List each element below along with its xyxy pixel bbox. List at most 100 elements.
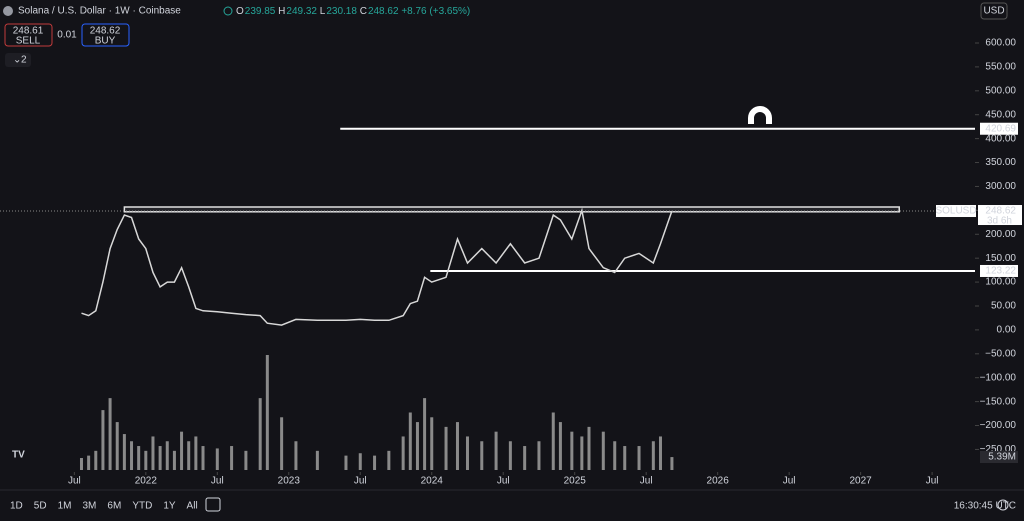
volume-bar xyxy=(570,431,574,470)
logo: TV xyxy=(12,450,25,461)
volume-bar xyxy=(180,431,184,470)
symbol-icon xyxy=(3,6,13,16)
y-tick-label: 450.00 xyxy=(985,109,1016,120)
volume-bar xyxy=(265,355,269,470)
y-tick-label: 550.00 xyxy=(985,62,1016,73)
x-tick-label: Jul xyxy=(354,476,367,487)
indicators-toggle[interactable] xyxy=(5,53,31,67)
volume-bar xyxy=(122,434,126,470)
volume-bar xyxy=(670,457,674,470)
volume-bar xyxy=(537,441,541,470)
y-tick-label: 350.00 xyxy=(985,157,1016,168)
volume-bar xyxy=(455,422,459,470)
buy-price: 248.62 xyxy=(90,26,121,37)
range-button[interactable]: 1D xyxy=(10,501,23,512)
y-tick-label: −100.00 xyxy=(980,372,1017,383)
y-tick-label: −150.00 xyxy=(980,396,1017,407)
volume-bar xyxy=(613,441,617,470)
volume-bar xyxy=(315,450,319,470)
ohlc-value: 249.32 xyxy=(286,6,317,17)
volume-bar xyxy=(87,455,91,470)
volume-bar xyxy=(158,446,162,470)
x-tick-label: Jul xyxy=(68,476,81,487)
volume-bar xyxy=(294,441,298,470)
volume-bar xyxy=(101,410,105,470)
x-tick-label: 2027 xyxy=(850,476,873,487)
volume-bar xyxy=(587,426,591,470)
range-button[interactable]: All xyxy=(187,501,198,512)
symbol-title: Solana / U.S. Dollar · 1W · Coinbase xyxy=(18,6,181,17)
resistance-zone xyxy=(123,206,900,213)
range-button[interactable]: 3M xyxy=(83,501,97,512)
volume-bar xyxy=(165,441,169,470)
settings-button[interactable] xyxy=(997,499,1009,511)
spread: 0.01 xyxy=(57,30,77,41)
status-dot xyxy=(223,6,233,16)
volume-bar xyxy=(551,412,555,470)
x-tick-label: Jul xyxy=(497,476,510,487)
sell-price: 248.61 xyxy=(13,26,44,37)
ohlc-change: +8.76 (+3.65%) xyxy=(401,6,470,17)
volume-bar xyxy=(601,431,605,470)
volume-bar xyxy=(651,441,655,470)
buy-button[interactable] xyxy=(81,23,130,47)
range-button[interactable]: 5D xyxy=(34,501,47,512)
ohlc: O239.85 H249.32 L230.18 C248.62 +8.76 (+… xyxy=(236,6,470,17)
range-button[interactable]: 1Y xyxy=(163,501,176,512)
y-tick-label: 600.00 xyxy=(985,38,1016,49)
hline-tag-bg xyxy=(980,122,1018,135)
y-tick-label: 100.00 xyxy=(985,277,1016,288)
volume-bar xyxy=(258,398,262,470)
price-axis xyxy=(976,0,1024,490)
symbol-tag: SOLUSD xyxy=(935,206,976,217)
volume-bar xyxy=(230,446,234,470)
date-range-button[interactable] xyxy=(205,497,221,512)
ohlc-value: 230.18 xyxy=(326,6,357,17)
y-tick-label: −200.00 xyxy=(980,420,1017,431)
price-tag-bg xyxy=(978,205,1022,226)
price-line xyxy=(81,207,673,326)
range-button[interactable]: 6M xyxy=(107,501,121,512)
magnet-icon xyxy=(748,106,772,124)
volume-bar xyxy=(523,446,527,470)
sell-button[interactable] xyxy=(4,23,53,47)
currency: USD xyxy=(983,6,1004,17)
x-tick-label: 2023 xyxy=(278,476,301,487)
volume-bar xyxy=(658,436,662,470)
clock: 16:30:45 UTC xyxy=(954,501,1016,512)
volume-bar xyxy=(194,436,198,470)
x-tick-label: Jul xyxy=(926,476,939,487)
volume-bar xyxy=(137,446,141,470)
y-tick-label: 400.00 xyxy=(985,133,1016,144)
volume-bar xyxy=(344,455,348,470)
volume-bar xyxy=(623,446,627,470)
hline-tag-bg xyxy=(980,264,1018,277)
volume-bar xyxy=(401,436,405,470)
x-tick-label: 2026 xyxy=(707,476,730,487)
hline-tag: 420.69 xyxy=(985,123,1016,134)
y-tick-label: 150.00 xyxy=(985,253,1016,264)
range-button[interactable]: 1M xyxy=(58,501,72,512)
volume-bar xyxy=(430,417,434,470)
volume-bar xyxy=(408,412,412,470)
volume-bar xyxy=(423,398,427,470)
hline-tag: 123.22 xyxy=(985,266,1016,277)
volume-bar xyxy=(444,426,448,470)
volume-bar xyxy=(244,450,248,470)
volume-bar xyxy=(108,398,112,470)
volume-bar xyxy=(494,431,498,470)
volume-bar xyxy=(280,417,284,470)
volume-tag-bg xyxy=(980,451,1018,463)
volume-bar xyxy=(637,446,641,470)
currency-select[interactable] xyxy=(980,2,1008,20)
ohlc-key: H xyxy=(278,6,285,17)
volume-bar xyxy=(215,448,219,470)
volume-bar xyxy=(201,446,205,470)
x-tick-label: Jul xyxy=(640,476,653,487)
volume-bar xyxy=(580,436,584,470)
buy-label: BUY xyxy=(95,36,116,47)
range-button[interactable]: YTD xyxy=(132,501,152,512)
volume-bar xyxy=(115,422,119,470)
countdown: 3d 6h xyxy=(987,216,1012,227)
